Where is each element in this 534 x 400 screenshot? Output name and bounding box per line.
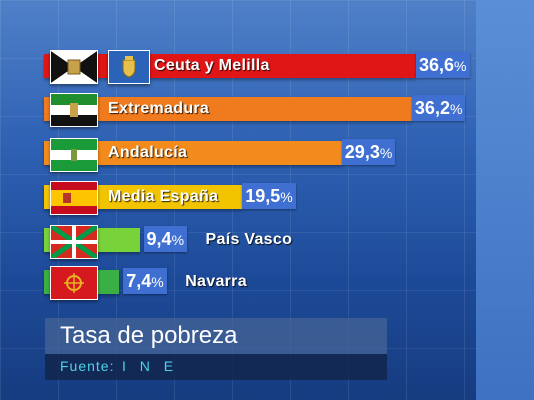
value-label: 9,4% bbox=[143, 226, 188, 252]
value-label: 36,2% bbox=[411, 95, 466, 121]
spain-flag-icon bbox=[50, 181, 98, 215]
chart-title: Tasa de pobreza bbox=[60, 322, 238, 349]
value-label: 36,6% bbox=[416, 52, 470, 78]
andalucia-flag-icon bbox=[50, 138, 98, 172]
category-label: Extremadura bbox=[108, 100, 210, 117]
category-label: Navarra bbox=[185, 273, 247, 290]
category-label: Andalucía bbox=[108, 144, 188, 161]
melilla-emblem-icon bbox=[108, 50, 150, 84]
source-label: Fuente: bbox=[60, 358, 115, 374]
poverty-rate-bar-chart: Ceuta y Melilla Extremadura Andalucía Me… bbox=[44, 50, 470, 300]
value-label: 19,5% bbox=[242, 183, 296, 209]
category-label: Media España bbox=[108, 188, 219, 205]
value-label: 29,3% bbox=[341, 139, 396, 165]
source-value: I N E bbox=[122, 358, 179, 374]
title-bar bbox=[45, 318, 387, 354]
value-label: 7,4% bbox=[123, 268, 167, 294]
extremadura-flag-icon bbox=[50, 93, 98, 127]
bar-ceuta-y-melilla bbox=[44, 54, 416, 78]
ceuta-flag-icon bbox=[50, 50, 98, 84]
background-right-strip bbox=[476, 0, 534, 400]
bar-extremadura bbox=[44, 97, 412, 121]
category-label: País Vasco bbox=[205, 231, 293, 248]
ikurrina-flag-icon bbox=[50, 225, 98, 259]
category-label: Ceuta y Melilla bbox=[154, 57, 270, 74]
navarra-flag-icon bbox=[50, 266, 98, 300]
source-bar bbox=[45, 354, 387, 380]
